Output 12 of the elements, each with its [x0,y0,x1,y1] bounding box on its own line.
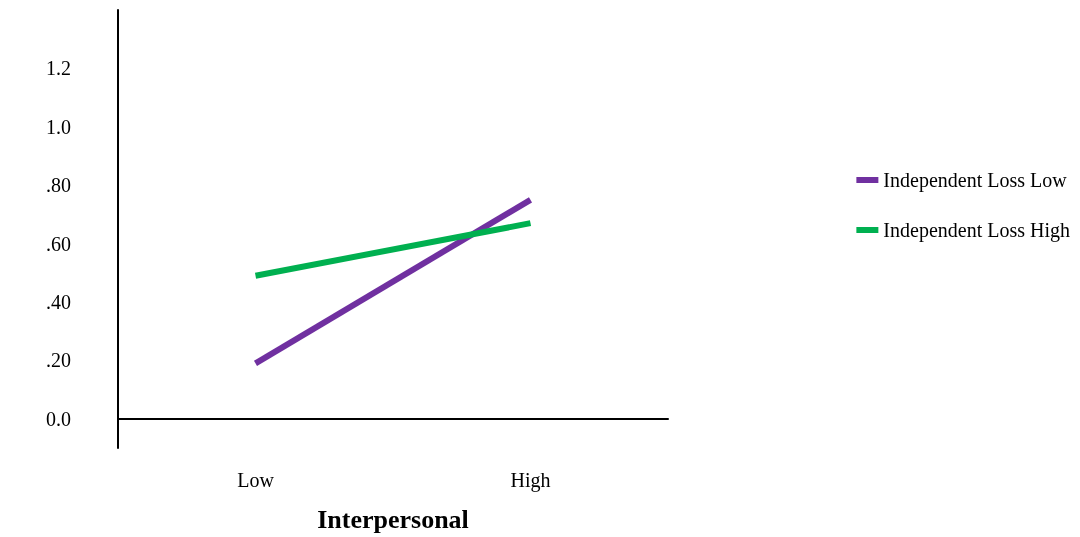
legend-label: Independent Loss Low [883,169,1068,192]
y-tick-label: 1.2 [46,57,71,80]
y-tick-label: 1.0 [46,115,71,138]
y-tick-label: .60 [46,232,71,255]
x-tick-label: High [510,469,551,492]
y-tick-label: 0.0 [46,407,71,430]
legend-label: Independent Loss High [883,219,1071,242]
y-tick-label: .80 [46,174,71,197]
x-tick-label: Low [237,469,275,491]
x-axis-title: Interpersonal [317,504,469,534]
y-tick-label: .20 [46,349,71,372]
y-tick-label: .40 [46,291,71,313]
